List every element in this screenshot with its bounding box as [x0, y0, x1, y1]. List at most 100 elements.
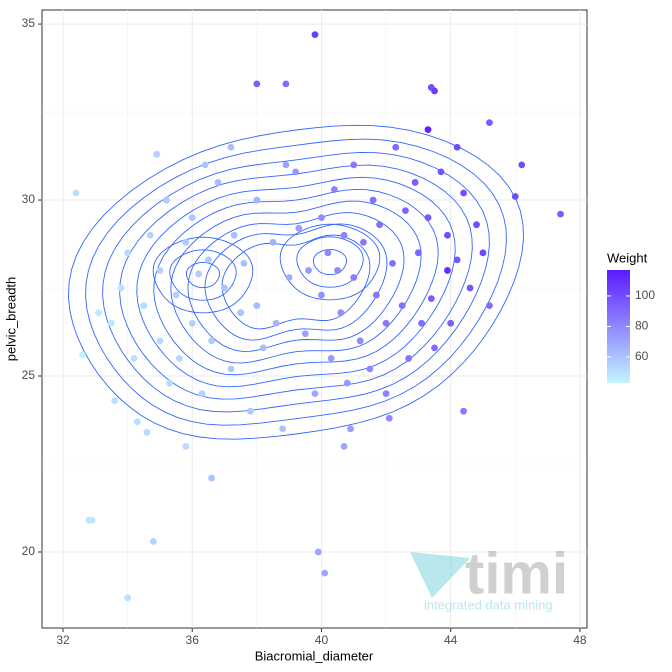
- axes: 32 36 40 44 48 20 25 30 35: [22, 16, 587, 647]
- point: [279, 425, 287, 433]
- point: [282, 161, 290, 169]
- point: [162, 196, 170, 204]
- point: [350, 161, 358, 169]
- point: [418, 319, 425, 327]
- x-axis-title: Biacromial_diameter: [255, 648, 374, 663]
- contour: [153, 188, 439, 376]
- point: [269, 238, 277, 246]
- contour: [185, 261, 221, 289]
- y-axis-title: pelvic_breadth: [3, 277, 18, 362]
- y-tick-label: 35: [22, 16, 36, 30]
- point: [424, 214, 432, 222]
- logo-icon: [410, 552, 470, 598]
- point: [124, 594, 132, 602]
- point: [240, 259, 248, 267]
- logo-text: timi: [465, 541, 568, 606]
- point: [366, 365, 374, 373]
- point: [175, 355, 183, 362]
- point: [150, 538, 157, 545]
- legend-title: Weight: [607, 250, 648, 265]
- point: [424, 126, 432, 134]
- colorbar-label: 80: [635, 319, 649, 333]
- contour: [136, 176, 456, 388]
- point: [230, 231, 238, 239]
- contour: [279, 223, 381, 301]
- point: [460, 189, 467, 197]
- point: [292, 168, 300, 176]
- point: [282, 80, 290, 88]
- point: [111, 397, 119, 405]
- contour: [170, 200, 422, 364]
- point: [166, 379, 174, 387]
- point: [253, 80, 261, 88]
- colorbar-label: 60: [635, 349, 649, 363]
- point: [486, 302, 493, 310]
- x-tick-label: 48: [573, 633, 587, 647]
- point: [324, 249, 332, 257]
- contour: [152, 236, 254, 314]
- grid: [42, 10, 587, 628]
- point: [382, 319, 390, 327]
- point: [427, 295, 435, 302]
- point: [405, 355, 413, 362]
- point: [153, 150, 161, 158]
- point: [444, 231, 451, 239]
- x-tick-label: 44: [444, 633, 458, 647]
- colorbar-label: 100: [635, 288, 655, 302]
- point: [347, 425, 354, 433]
- point: [259, 344, 267, 352]
- point: [204, 256, 212, 264]
- point: [140, 302, 148, 310]
- point: [392, 143, 400, 151]
- point: [182, 238, 190, 246]
- point: [198, 390, 206, 398]
- point: [321, 569, 329, 577]
- point: [389, 259, 396, 267]
- point: [156, 267, 164, 274]
- point: [130, 355, 138, 362]
- contour: [187, 212, 405, 352]
- y-tick-label: 25: [22, 368, 36, 382]
- point: [146, 231, 154, 239]
- point: [518, 161, 526, 169]
- contour: [102, 151, 490, 413]
- point: [95, 309, 102, 317]
- point: [466, 284, 474, 292]
- point: [201, 161, 209, 169]
- point: [172, 291, 180, 299]
- point: [72, 189, 80, 197]
- point: [453, 143, 461, 151]
- point: [227, 143, 235, 151]
- point: [221, 284, 228, 292]
- point: [431, 344, 438, 352]
- point: [208, 337, 216, 345]
- point: [227, 365, 235, 373]
- legend: Weight 60 80 100: [607, 250, 655, 383]
- point: [208, 474, 216, 482]
- point: [447, 319, 455, 327]
- point: [334, 267, 341, 274]
- contour: [68, 124, 524, 440]
- point: [340, 443, 348, 450]
- colorbar: [607, 270, 630, 383]
- point: [414, 249, 422, 257]
- contour: [85, 138, 507, 426]
- point: [318, 214, 325, 222]
- x-tick-label: 36: [186, 633, 200, 647]
- point: [305, 267, 312, 274]
- point: [295, 224, 303, 232]
- point: [124, 249, 132, 257]
- point: [486, 119, 493, 127]
- point: [479, 249, 487, 257]
- point: [117, 284, 125, 292]
- contour: [119, 164, 473, 400]
- y-tick-label: 20: [22, 544, 36, 558]
- point: [343, 379, 351, 387]
- point: [182, 443, 190, 450]
- point: [214, 179, 222, 186]
- contour: [221, 234, 371, 330]
- point: [511, 193, 519, 200]
- point: [557, 210, 564, 218]
- point: [360, 238, 367, 246]
- point: [188, 214, 196, 222]
